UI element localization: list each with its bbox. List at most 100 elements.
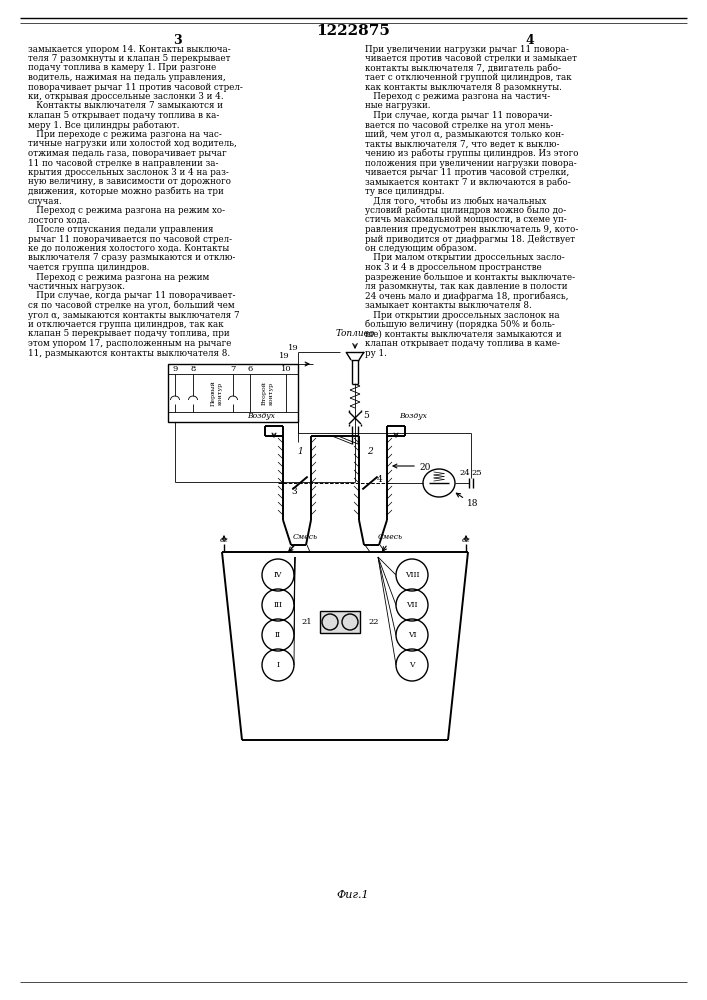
Text: 6: 6 bbox=[247, 365, 252, 373]
Text: условий работы цилиндров можно было до-: условий работы цилиндров можно было до- bbox=[365, 206, 566, 215]
Text: ке до положения холостого хода. Контакты: ке до положения холостого хода. Контакты bbox=[28, 244, 229, 253]
Text: тает с отключенной группой цилиндров, так: тает с отключенной группой цилиндров, та… bbox=[365, 73, 572, 82]
Text: нок 3 и 4 в дроссельном пространстве: нок 3 и 4 в дроссельном пространстве bbox=[365, 263, 542, 272]
Text: 3: 3 bbox=[291, 487, 297, 495]
Text: контур: контур bbox=[218, 381, 223, 405]
Text: Для того, чтобы из любых начальных: Для того, чтобы из любых начальных bbox=[365, 196, 547, 206]
Text: Переход с режима разгона на режим: Переход с режима разгона на режим bbox=[28, 272, 209, 282]
Text: большую величину (порядка 50% и боль-: большую величину (порядка 50% и боль- bbox=[365, 320, 555, 329]
Text: ную величину, в зависимости от дорожного: ную величину, в зависимости от дорожного bbox=[28, 178, 231, 186]
Text: Смесь: Смесь bbox=[293, 533, 317, 541]
Text: частичных нагрузок.: частичных нагрузок. bbox=[28, 282, 125, 291]
Text: чивается рычаг 11 против часовой стрелки,: чивается рычаг 11 против часовой стрелки… bbox=[365, 168, 569, 177]
Text: чению из работы группы цилиндров. Из этого: чению из работы группы цилиндров. Из это… bbox=[365, 149, 578, 158]
Text: 24 очень мало и диафрагма 18, прогибаясь,: 24 очень мало и диафрагма 18, прогибаясь… bbox=[365, 291, 568, 301]
Text: поворачивает рычаг 11 против часовой стрел-: поворачивает рычаг 11 против часовой стр… bbox=[28, 83, 243, 92]
Text: Переход с режима разгона на режим хо-: Переход с режима разгона на режим хо- bbox=[28, 206, 225, 215]
Text: равления предусмотрен выключатель 9, кото-: равления предусмотрен выключатель 9, кот… bbox=[365, 225, 578, 234]
Text: 1222875: 1222875 bbox=[316, 24, 390, 38]
Text: такты выключателя 7, что ведет к выклю-: такты выключателя 7, что ведет к выклю- bbox=[365, 139, 559, 148]
Text: рычаг 11 поворачивается по часовой стрел-: рычаг 11 поворачивается по часовой стрел… bbox=[28, 234, 232, 243]
Text: 21: 21 bbox=[301, 618, 312, 626]
Text: Топливо: Топливо bbox=[335, 330, 375, 338]
Text: Фиг.1: Фиг.1 bbox=[337, 890, 369, 900]
Text: Первый: Первый bbox=[211, 380, 216, 406]
Text: чивается против часовой стрелки и замыкает: чивается против часовой стрелки и замыка… bbox=[365, 54, 577, 63]
Text: 4: 4 bbox=[377, 475, 382, 484]
Text: и отключается группа цилиндров, так как: и отключается группа цилиндров, так как bbox=[28, 320, 223, 329]
Text: Смесь: Смесь bbox=[378, 533, 402, 541]
Text: замыкает контакты выключателя 8.: замыкает контакты выключателя 8. bbox=[365, 301, 532, 310]
Text: 24: 24 bbox=[460, 469, 470, 477]
Text: 11, размыкаются контакты выключателя 8.: 11, размыкаются контакты выключателя 8. bbox=[28, 349, 230, 358]
Text: 10: 10 bbox=[281, 365, 291, 373]
Text: клапан 5 открывает подачу топлива в ка-: клапан 5 открывает подачу топлива в ка- bbox=[28, 111, 219, 120]
Text: лостого хода.: лостого хода. bbox=[28, 216, 90, 225]
Text: II: II bbox=[275, 631, 281, 639]
Text: контур: контур bbox=[269, 381, 274, 405]
Text: 19: 19 bbox=[288, 344, 299, 352]
Text: 9: 9 bbox=[173, 365, 177, 373]
Text: ше) контакты выключателя замыкаются и: ше) контакты выключателя замыкаются и bbox=[365, 330, 561, 338]
Text: Воздух: Воздух bbox=[247, 412, 275, 420]
Text: случая.: случая. bbox=[28, 196, 63, 206]
Text: угол α, замыкаются контакты выключателя 7: угол α, замыкаются контакты выключателя … bbox=[28, 310, 240, 320]
Text: 4: 4 bbox=[525, 34, 534, 47]
Text: положения при увеличении нагрузки повора-: положения при увеличении нагрузки повора… bbox=[365, 158, 577, 167]
Text: 5: 5 bbox=[363, 412, 369, 420]
Text: 1: 1 bbox=[297, 446, 303, 456]
Text: 8: 8 bbox=[190, 365, 196, 373]
Text: При переходе с режима разгона на час-: При переходе с режима разгона на час- bbox=[28, 130, 222, 139]
Text: контакты выключателя 7, двигатель рабо-: контакты выключателя 7, двигатель рабо- bbox=[365, 63, 561, 73]
Bar bbox=[320, 611, 360, 633]
Text: водитель, нажимая на педаль управления,: водитель, нажимая на педаль управления, bbox=[28, 73, 226, 82]
Text: клапан открывает подачу топлива в каме-: клапан открывает подачу топлива в каме- bbox=[365, 339, 560, 348]
Text: Контакты выключателя 7 замыкаются и: Контакты выключателя 7 замыкаются и bbox=[28, 102, 223, 110]
Text: При случае, когда рычаг 11 поворачи-: При случае, когда рычаг 11 поворачи- bbox=[365, 111, 552, 120]
Text: стичь максимальной мощности, в схеме уп-: стичь максимальной мощности, в схеме уп- bbox=[365, 216, 567, 225]
Text: 11 по часовой стрелке в направлении за-: 11 по часовой стрелке в направлении за- bbox=[28, 158, 218, 167]
Text: V: V bbox=[409, 661, 415, 669]
Text: I: I bbox=[276, 661, 279, 669]
Text: разрежение большое и контакты выключате-: разрежение большое и контакты выключате- bbox=[365, 272, 575, 282]
Text: При малом открытии дроссельных засло-: При малом открытии дроссельных засло- bbox=[365, 253, 565, 262]
Text: После отпускания педали управления: После отпускания педали управления bbox=[28, 225, 214, 234]
Text: IV: IV bbox=[274, 571, 282, 579]
Text: Второй: Второй bbox=[262, 381, 267, 405]
Text: теля 7 разомкнуты и клапан 5 перекрывает: теля 7 разомкнуты и клапан 5 перекрывает bbox=[28, 54, 230, 63]
Text: 18: 18 bbox=[467, 498, 479, 508]
Text: выключателя 7 сразу размыкаются и отклю-: выключателя 7 сразу размыкаются и отклю- bbox=[28, 253, 235, 262]
Text: ки, открывая дроссельные заслонки 3 и 4.: ки, открывая дроссельные заслонки 3 и 4. bbox=[28, 92, 223, 101]
Text: ся по часовой стрелке на угол, больший чем: ся по часовой стрелке на угол, больший ч… bbox=[28, 301, 235, 310]
Text: тичные нагрузки или холостой ход водитель,: тичные нагрузки или холостой ход водител… bbox=[28, 139, 237, 148]
Text: VI: VI bbox=[408, 631, 416, 639]
Text: ог: ог bbox=[462, 536, 470, 544]
Text: клапан 5 перекрывает подачу топлива, при: клапан 5 перекрывает подачу топлива, при bbox=[28, 330, 230, 338]
Text: рый приводится от диафрагмы 18. Действует: рый приводится от диафрагмы 18. Действуе… bbox=[365, 234, 575, 243]
Text: как контакты выключателя 8 разомкнуты.: как контакты выключателя 8 разомкнуты. bbox=[365, 83, 562, 92]
Text: ту все цилиндры.: ту все цилиндры. bbox=[365, 187, 445, 196]
Text: подачу топлива в камеру 1. При разгоне: подачу топлива в камеру 1. При разгоне bbox=[28, 64, 216, 73]
Text: ру 1.: ру 1. bbox=[365, 349, 387, 358]
Text: 19: 19 bbox=[279, 352, 289, 360]
Text: меру 1. Все цилиндры работают.: меру 1. Все цилиндры работают. bbox=[28, 120, 180, 130]
Text: этом упором 17, расположенным на рычаге: этом упором 17, расположенным на рычаге bbox=[28, 339, 231, 348]
Text: ог: ог bbox=[220, 536, 228, 544]
Text: Воздух: Воздух bbox=[399, 412, 427, 420]
Text: III: III bbox=[274, 601, 283, 609]
Text: ля разомкнуты, так как давление в полости: ля разомкнуты, так как давление в полост… bbox=[365, 282, 568, 291]
Text: крытия дроссельных заслонок 3 и 4 на раз-: крытия дроссельных заслонок 3 и 4 на раз… bbox=[28, 168, 229, 177]
Text: он следующим образом.: он следующим образом. bbox=[365, 244, 477, 253]
Text: замыкается упором 14. Контакты выключа-: замыкается упором 14. Контакты выключа- bbox=[28, 44, 230, 53]
Text: При увеличении нагрузки рычаг 11 повора-: При увеличении нагрузки рычаг 11 повора- bbox=[365, 44, 569, 53]
Text: ные нагрузки.: ные нагрузки. bbox=[365, 102, 431, 110]
Text: движения, которые можно разбить на три: движения, которые можно разбить на три bbox=[28, 187, 223, 196]
Text: При открытии дроссельных заслонок на: При открытии дроссельных заслонок на bbox=[365, 310, 560, 320]
Text: вается по часовой стрелке на угол мень-: вается по часовой стрелке на угол мень- bbox=[365, 120, 554, 129]
Text: 2: 2 bbox=[367, 446, 373, 456]
Text: ший, чем угол α, размыкаются только кон-: ший, чем угол α, размыкаются только кон- bbox=[365, 130, 564, 139]
Text: 22: 22 bbox=[368, 618, 378, 626]
Bar bbox=[168, 364, 298, 422]
Text: VII: VII bbox=[407, 601, 418, 609]
Text: чается группа цилиндров.: чается группа цилиндров. bbox=[28, 263, 149, 272]
